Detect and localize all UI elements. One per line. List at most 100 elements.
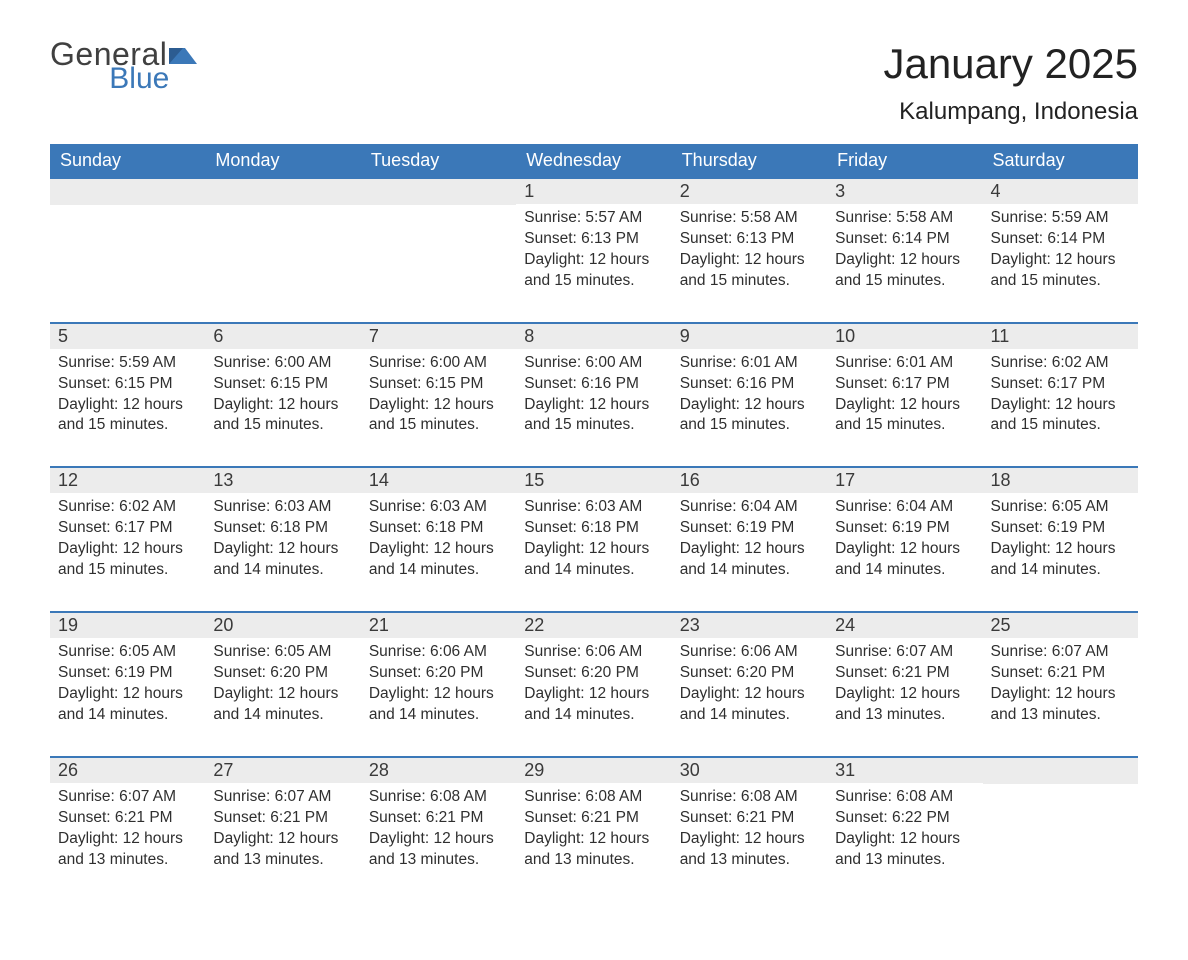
page: General Blue January 2025 Kalumpang, Ind… <box>0 0 1188 960</box>
sunset-text: Sunset: 6:20 PM <box>680 663 819 684</box>
daylight-line1: Daylight: 12 hours <box>991 395 1130 416</box>
day-header: Saturday <box>983 144 1138 178</box>
daylight-line2: and 14 minutes. <box>680 560 819 581</box>
day-header: Friday <box>827 144 982 178</box>
day-header: Monday <box>205 144 360 178</box>
sunset-text: Sunset: 6:14 PM <box>835 229 974 250</box>
daylight-line1: Daylight: 12 hours <box>680 250 819 271</box>
day-number: 16 <box>672 468 827 493</box>
daylight-line2: and 15 minutes. <box>524 415 663 436</box>
daylight-line1: Daylight: 12 hours <box>369 395 508 416</box>
day-header: Sunday <box>50 144 205 178</box>
calendar-day: 4Sunrise: 5:59 AMSunset: 6:14 PMDaylight… <box>983 178 1138 323</box>
calendar-day: 12Sunrise: 6:02 AMSunset: 6:17 PMDayligh… <box>50 467 205 612</box>
daylight-line1: Daylight: 12 hours <box>213 684 352 705</box>
sunrise-text: Sunrise: 6:00 AM <box>213 353 352 374</box>
calendar-day: 20Sunrise: 6:05 AMSunset: 6:20 PMDayligh… <box>205 612 360 757</box>
sunset-text: Sunset: 6:21 PM <box>58 808 197 829</box>
sunrise-text: Sunrise: 6:08 AM <box>835 787 974 808</box>
day-details: Sunrise: 6:03 AMSunset: 6:18 PMDaylight:… <box>516 493 671 581</box>
day-details: Sunrise: 6:08 AMSunset: 6:21 PMDaylight:… <box>672 783 827 871</box>
day-details: Sunrise: 6:07 AMSunset: 6:21 PMDaylight:… <box>983 638 1138 726</box>
day-number <box>50 179 205 205</box>
day-number: 12 <box>50 468 205 493</box>
daylight-line2: and 15 minutes. <box>991 415 1130 436</box>
sunrise-text: Sunrise: 6:06 AM <box>524 642 663 663</box>
day-number: 3 <box>827 179 982 204</box>
day-header: Thursday <box>672 144 827 178</box>
calendar-day: 22Sunrise: 6:06 AMSunset: 6:20 PMDayligh… <box>516 612 671 757</box>
daylight-line2: and 14 minutes. <box>524 560 663 581</box>
daylight-line1: Daylight: 12 hours <box>369 539 508 560</box>
day-number: 13 <box>205 468 360 493</box>
day-details: Sunrise: 6:02 AMSunset: 6:17 PMDaylight:… <box>50 493 205 581</box>
sunset-text: Sunset: 6:18 PM <box>524 518 663 539</box>
sunrise-text: Sunrise: 6:02 AM <box>58 497 197 518</box>
page-title: January 2025 <box>883 40 1138 88</box>
sunset-text: Sunset: 6:18 PM <box>369 518 508 539</box>
daylight-line1: Daylight: 12 hours <box>991 684 1130 705</box>
flag-icon <box>169 46 197 66</box>
day-details: Sunrise: 6:00 AMSunset: 6:15 PMDaylight:… <box>361 349 516 437</box>
daylight-line1: Daylight: 12 hours <box>680 829 819 850</box>
day-number: 5 <box>50 324 205 349</box>
sunset-text: Sunset: 6:21 PM <box>369 808 508 829</box>
day-details: Sunrise: 6:07 AMSunset: 6:21 PMDaylight:… <box>50 783 205 871</box>
day-number: 2 <box>672 179 827 204</box>
sunset-text: Sunset: 6:17 PM <box>58 518 197 539</box>
day-number: 14 <box>361 468 516 493</box>
day-details: Sunrise: 6:05 AMSunset: 6:20 PMDaylight:… <box>205 638 360 726</box>
sunset-text: Sunset: 6:20 PM <box>524 663 663 684</box>
day-details: Sunrise: 6:08 AMSunset: 6:22 PMDaylight:… <box>827 783 982 871</box>
daylight-line1: Daylight: 12 hours <box>680 539 819 560</box>
calendar-day: 9Sunrise: 6:01 AMSunset: 6:16 PMDaylight… <box>672 323 827 468</box>
daylight-line1: Daylight: 12 hours <box>835 539 974 560</box>
daylight-line2: and 14 minutes. <box>835 560 974 581</box>
calendar-day: 3Sunrise: 5:58 AMSunset: 6:14 PMDaylight… <box>827 178 982 323</box>
day-number: 15 <box>516 468 671 493</box>
day-number: 26 <box>50 758 205 783</box>
daylight-line1: Daylight: 12 hours <box>524 684 663 705</box>
day-number: 19 <box>50 613 205 638</box>
day-details: Sunrise: 5:58 AMSunset: 6:14 PMDaylight:… <box>827 204 982 292</box>
calendar-day: 29Sunrise: 6:08 AMSunset: 6:21 PMDayligh… <box>516 757 671 901</box>
calendar-week: 12Sunrise: 6:02 AMSunset: 6:17 PMDayligh… <box>50 467 1138 612</box>
daylight-line2: and 13 minutes. <box>835 705 974 726</box>
calendar-week: 26Sunrise: 6:07 AMSunset: 6:21 PMDayligh… <box>50 757 1138 901</box>
day-details: Sunrise: 6:06 AMSunset: 6:20 PMDaylight:… <box>516 638 671 726</box>
sunset-text: Sunset: 6:13 PM <box>524 229 663 250</box>
day-details: Sunrise: 6:03 AMSunset: 6:18 PMDaylight:… <box>205 493 360 581</box>
daylight-line2: and 13 minutes. <box>524 850 663 871</box>
calendar-day-empty <box>361 178 516 323</box>
sunrise-text: Sunrise: 6:01 AM <box>680 353 819 374</box>
sunset-text: Sunset: 6:20 PM <box>369 663 508 684</box>
day-number: 28 <box>361 758 516 783</box>
sunset-text: Sunset: 6:15 PM <box>213 374 352 395</box>
daylight-line1: Daylight: 12 hours <box>680 684 819 705</box>
calendar-day: 2Sunrise: 5:58 AMSunset: 6:13 PMDaylight… <box>672 178 827 323</box>
sunset-text: Sunset: 6:19 PM <box>991 518 1130 539</box>
sunset-text: Sunset: 6:13 PM <box>680 229 819 250</box>
calendar-day: 25Sunrise: 6:07 AMSunset: 6:21 PMDayligh… <box>983 612 1138 757</box>
daylight-line1: Daylight: 12 hours <box>524 250 663 271</box>
sunset-text: Sunset: 6:21 PM <box>680 808 819 829</box>
title-block: January 2025 Kalumpang, Indonesia <box>883 40 1138 126</box>
day-number: 24 <box>827 613 982 638</box>
daylight-line1: Daylight: 12 hours <box>58 829 197 850</box>
daylight-line2: and 13 minutes. <box>835 850 974 871</box>
daylight-line2: and 15 minutes. <box>369 415 508 436</box>
sunrise-text: Sunrise: 6:08 AM <box>369 787 508 808</box>
daylight-line1: Daylight: 12 hours <box>58 684 197 705</box>
day-details: Sunrise: 5:57 AMSunset: 6:13 PMDaylight:… <box>516 204 671 292</box>
sunrise-text: Sunrise: 6:04 AM <box>680 497 819 518</box>
day-number: 9 <box>672 324 827 349</box>
calendar-day-empty <box>983 757 1138 901</box>
day-details: Sunrise: 5:58 AMSunset: 6:13 PMDaylight:… <box>672 204 827 292</box>
calendar-day: 28Sunrise: 6:08 AMSunset: 6:21 PMDayligh… <box>361 757 516 901</box>
sunset-text: Sunset: 6:19 PM <box>680 518 819 539</box>
calendar-day: 14Sunrise: 6:03 AMSunset: 6:18 PMDayligh… <box>361 467 516 612</box>
calendar-day: 17Sunrise: 6:04 AMSunset: 6:19 PMDayligh… <box>827 467 982 612</box>
calendar-day-empty <box>205 178 360 323</box>
day-number: 8 <box>516 324 671 349</box>
sunrise-text: Sunrise: 6:03 AM <box>213 497 352 518</box>
